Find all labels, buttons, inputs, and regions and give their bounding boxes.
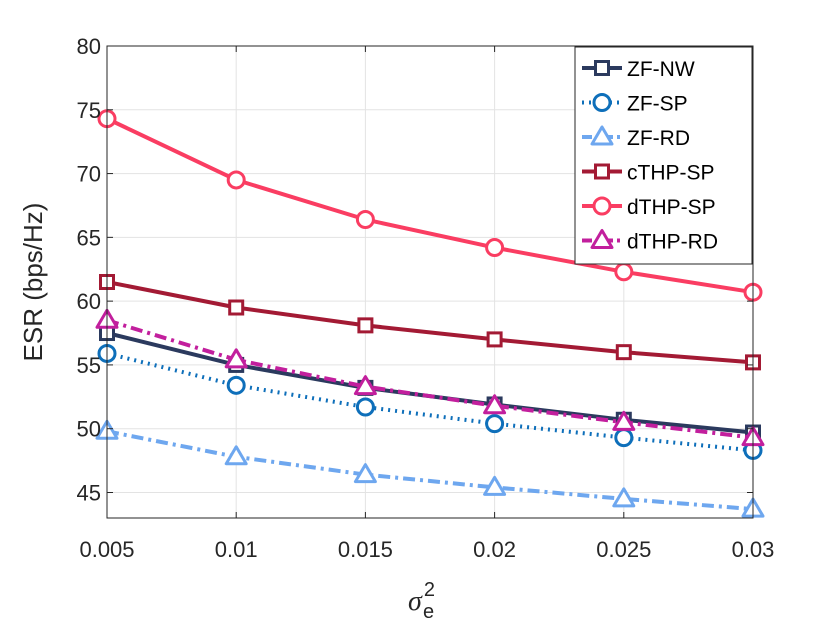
legend-items: ZF-NW ZF-SP ZF-RD cTHP-SP dTHP-SP dTHP-RD bbox=[582, 58, 718, 254]
data-point-dthp-rd bbox=[224, 348, 248, 369]
y-tick-label: 60 bbox=[77, 289, 101, 314]
x-tick-label: 0.01 bbox=[215, 537, 258, 562]
data-point-dthp-rd bbox=[483, 394, 507, 415]
y-tick-label: 70 bbox=[77, 162, 101, 187]
series-zf-rd bbox=[95, 419, 765, 518]
x-tick-label: 0.03 bbox=[732, 537, 775, 562]
x-tick-label: 0.025 bbox=[596, 537, 651, 562]
y-tick-label: 50 bbox=[77, 417, 101, 442]
data-point-cthp-sp bbox=[228, 299, 245, 316]
legend-box bbox=[574, 46, 753, 265]
series-line-dthp-rd bbox=[106, 318, 754, 440]
series-layer bbox=[95, 109, 765, 518]
data-point-zf-sp bbox=[226, 375, 246, 395]
x-tick-label: 0.005 bbox=[79, 537, 134, 562]
data-point-zf-sp bbox=[614, 428, 634, 448]
legend-label-cthp-sp: cTHP-SP bbox=[627, 162, 715, 185]
legend-entry-zf-rd: ZF-RD bbox=[582, 125, 690, 150]
y-axis-label: ESR (bps/Hz) bbox=[18, 203, 48, 362]
y-tick-label: 55 bbox=[77, 353, 101, 378]
data-point-cthp-sp bbox=[486, 331, 503, 348]
legend-marker-dthp-rd bbox=[590, 229, 614, 249]
legend-entry-dthp-rd: dTHP-RD bbox=[582, 229, 718, 254]
tick-labels: 0.005 0.01 0.015 0.02 0.025 0.03 45 50 55 60 65 70 7… bbox=[77, 34, 775, 562]
x-tick-label: 0.02 bbox=[473, 537, 516, 562]
data-point-dthp-sp bbox=[355, 209, 375, 229]
legend-label-zf-nw: ZF-NW bbox=[627, 58, 695, 81]
legend-marker-dthp-sp bbox=[592, 196, 612, 216]
data-point-cthp-sp bbox=[615, 344, 632, 361]
data-point-zf-rd bbox=[612, 487, 636, 508]
data-point-zf-sp bbox=[355, 397, 375, 417]
data-point-dthp-rd bbox=[612, 410, 636, 431]
data-point-zf-rd bbox=[483, 475, 507, 496]
plot-area-frame bbox=[106, 45, 754, 519]
legend-label-zf-rd: ZF-RD bbox=[627, 127, 690, 150]
x-tick-label: 0.015 bbox=[338, 537, 393, 562]
y-tick-label: 80 bbox=[77, 34, 101, 59]
legend-label-dthp-rd: dTHP-RD bbox=[627, 231, 718, 254]
legend-label-zf-sp: ZF-SP bbox=[627, 93, 688, 116]
data-point-dthp-sp bbox=[485, 238, 505, 258]
legend-marker-zf-rd bbox=[590, 125, 614, 146]
data-point-dthp-rd bbox=[353, 375, 377, 396]
data-point-cthp-sp bbox=[357, 317, 374, 334]
legend-label-dthp-sp: dTHP-SP bbox=[627, 196, 716, 219]
legend-entry-zf-sp: ZF-SP bbox=[582, 93, 688, 116]
legend-entry-dthp-sp: dTHP-SP bbox=[582, 196, 716, 219]
y-tick-label: 45 bbox=[77, 480, 101, 505]
y-tick-label: 75 bbox=[77, 98, 101, 123]
series-line-zf-rd bbox=[106, 429, 754, 512]
legend-entry-zf-nw: ZF-NW bbox=[582, 58, 695, 81]
data-point-dthp-sp bbox=[614, 262, 634, 282]
data-point-dthp-sp bbox=[226, 170, 246, 190]
legend: ZF-NW ZF-SP ZF-RD cTHP-SP dTHP-SP dTHP-RD bbox=[574, 46, 753, 265]
data-point-zf-rd bbox=[224, 445, 248, 466]
y-tick-label: 65 bbox=[77, 225, 101, 250]
x-axis-label-subscript: e bbox=[423, 601, 434, 623]
x-axis-label-sigma: σ bbox=[408, 586, 423, 617]
data-point-zf-rd bbox=[353, 463, 377, 484]
series-line-dthp-sp bbox=[106, 116, 754, 295]
legend-marker-cthp-sp bbox=[594, 163, 610, 180]
data-point-zf-sp bbox=[485, 414, 505, 434]
legend-marker-zf-sp bbox=[592, 93, 612, 112]
legend-entry-cthp-sp: cTHP-SP bbox=[582, 162, 715, 185]
legend-marker-zf-nw bbox=[594, 60, 610, 76]
series-line-cthp-sp bbox=[106, 280, 754, 365]
series-line-zf-sp bbox=[106, 351, 754, 453]
x-axis-label-superscript: 2 bbox=[424, 579, 435, 601]
